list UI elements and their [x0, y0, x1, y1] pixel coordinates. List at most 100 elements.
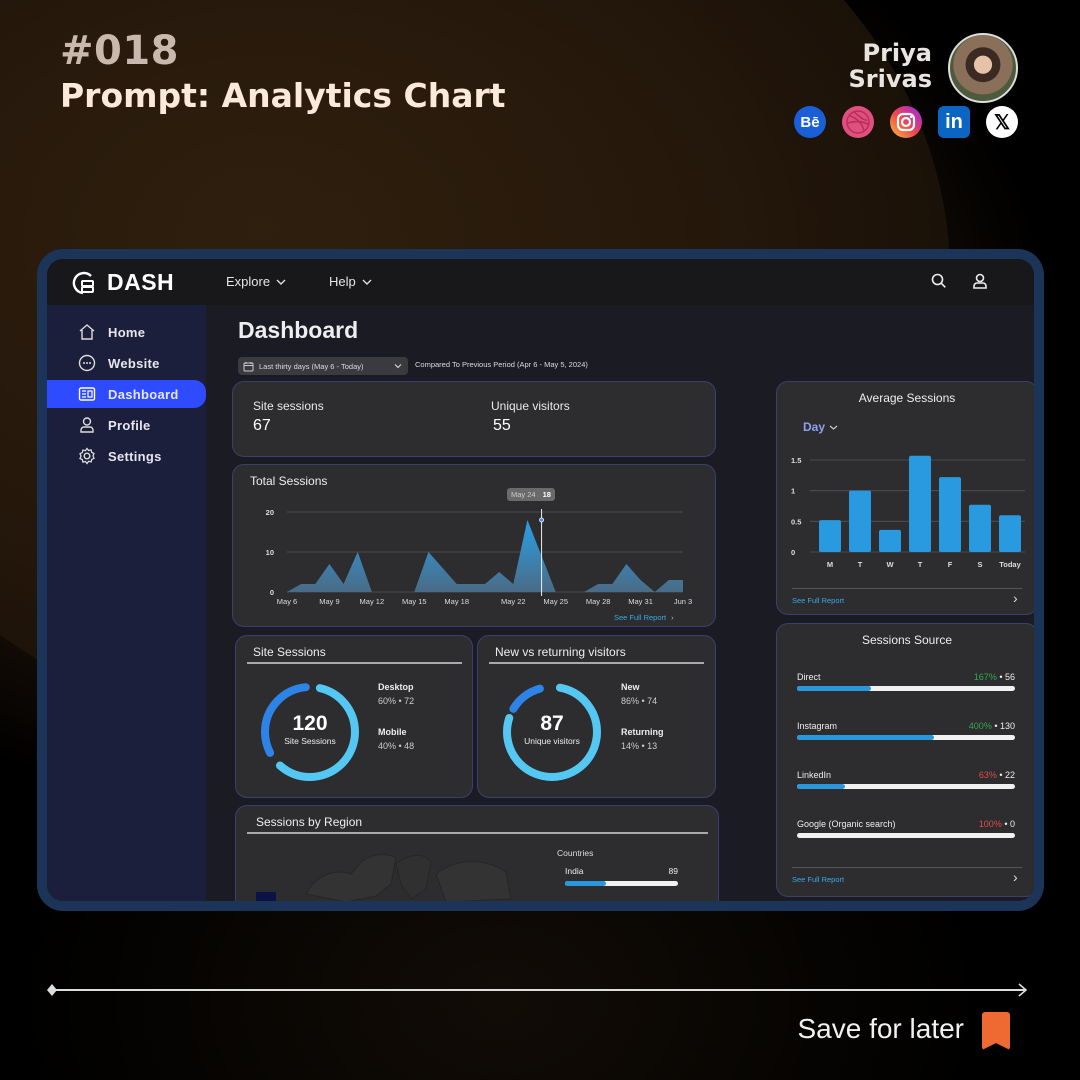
save-for-later-label[interactable]: Save for later: [797, 1013, 964, 1044]
legend-returning: Returning 14% • 13: [621, 727, 664, 751]
svg-text:20: 20: [266, 508, 274, 517]
kpi-label: Site sessions: [253, 399, 324, 413]
home-icon: [79, 324, 95, 340]
svg-text:May 25: May 25: [543, 597, 568, 606]
card-title: New vs returning visitors: [495, 645, 626, 659]
card-title: Site Sessions: [253, 645, 326, 659]
chart-tooltip: May 24 18: [507, 488, 555, 501]
country-name: India: [565, 866, 584, 876]
source-stats: 63% • 22: [978, 770, 1015, 780]
kpi-value: 67: [253, 417, 271, 434]
app-logo[interactable]: DASH: [71, 269, 174, 296]
kpi-card: Site sessions 67 Unique visitors 55: [232, 381, 716, 457]
country-row[interactable]: India 89: [565, 866, 678, 886]
website-icon: [78, 354, 96, 372]
donut-center: 87 Unique visitors: [500, 712, 604, 746]
new-vs-returning-donut[interactable]: [500, 680, 604, 784]
card-title: Average Sessions: [858, 391, 956, 405]
sidebar-item-profile[interactable]: Profile: [47, 411, 206, 439]
nav-help-label: Help: [329, 274, 356, 289]
svg-text:May 9: May 9: [319, 597, 339, 606]
dribbble-icon[interactable]: [842, 106, 874, 138]
linkedin-icon[interactable]: in: [938, 106, 970, 138]
chevron-down-icon: [394, 364, 402, 369]
social-links: Bē in 𝕏: [794, 106, 1018, 138]
nav-explore[interactable]: Explore: [226, 274, 286, 289]
chevron-down-icon: [362, 279, 372, 285]
period-select[interactable]: Day: [803, 420, 838, 434]
svg-text:0: 0: [791, 548, 795, 557]
x-icon[interactable]: 𝕏: [986, 106, 1018, 138]
app-name: DASH: [107, 269, 175, 295]
svg-text:May 15: May 15: [402, 597, 427, 606]
behance-icon[interactable]: Bē: [794, 106, 826, 138]
instagram-icon[interactable]: [890, 106, 922, 138]
source-row[interactable]: LinkedIn 63% • 22: [797, 770, 1015, 789]
post-title: Prompt: Analytics Chart: [60, 76, 506, 115]
sidebar-item-settings[interactable]: Settings: [47, 442, 206, 470]
arrow-right-icon[interactable]: [1016, 982, 1030, 998]
source-bar: [797, 686, 1015, 691]
sessions-source-card: Sessions Source Direct 167% • 56 Instagram…: [776, 623, 1034, 897]
svg-text:May 22: May 22: [501, 597, 526, 606]
search-icon[interactable]: [930, 272, 948, 290]
svg-text:May 31: May 31: [628, 597, 653, 606]
legend-label: Mobile: [378, 727, 407, 737]
card-title: Sessions Source: [861, 633, 953, 647]
source-name: Google (Organic search): [797, 819, 896, 829]
svg-text:1.5: 1.5: [791, 456, 801, 465]
author-first-name: Priya: [862, 39, 933, 67]
nav-help[interactable]: Help: [329, 274, 372, 289]
divider: [247, 662, 462, 664]
page-title: Dashboard: [238, 317, 359, 343]
total-sessions-chart[interactable]: 0 10 20 May 6 May 9 May 12 May 15 May 18 May 22 M…: [233, 465, 717, 628]
sidebar: Home Website Dashboard Profile Settings: [47, 305, 206, 901]
kpi-value: 55: [493, 417, 511, 434]
kpi-site-sessions: Site sessions 67: [253, 399, 324, 435]
svg-text:May 12: May 12: [360, 597, 385, 606]
nav-explore-label: Explore: [226, 274, 271, 289]
link-label: See Full Report: [614, 613, 667, 622]
see-full-report-link[interactable]: See Full Report: [792, 875, 845, 884]
site-sessions-donut[interactable]: [258, 680, 362, 784]
donut-center: 120 Site Sessions: [258, 712, 362, 746]
average-sessions-chart[interactable]: 0 0.5 1 1.5 M T W T F S Today: [777, 382, 1034, 616]
divider: [792, 867, 1022, 868]
see-full-report-link[interactable]: See Full Report: [792, 596, 845, 605]
author-name: Priya Srivas: [849, 40, 932, 92]
sidebar-item-home[interactable]: Home: [47, 318, 206, 346]
main-content: Dashboard Last thirty days (May 6 - Toda…: [206, 305, 1034, 901]
settings-icon: [79, 447, 95, 465]
legend-label: New: [621, 682, 640, 692]
see-full-report-link[interactable]: See Full Report ›: [614, 613, 674, 622]
chevron-down-icon: [829, 425, 838, 430]
svg-text:S: S: [977, 560, 982, 569]
donut-total: 87: [540, 712, 564, 735]
post-number: #018: [60, 28, 180, 74]
sidebar-item-dashboard[interactable]: Dashboard: [47, 380, 206, 408]
chevron-right-icon[interactable]: ›: [1013, 869, 1018, 885]
avatar: [948, 33, 1018, 103]
user-icon[interactable]: [971, 272, 989, 290]
chevron-down-icon: [276, 279, 286, 285]
source-row[interactable]: Direct 167% • 56: [797, 672, 1015, 691]
source-name: LinkedIn: [797, 770, 832, 780]
tooltip-date: May 24: [511, 490, 536, 499]
world-map[interactable]: [256, 844, 516, 901]
period-value: Day: [803, 420, 826, 434]
svg-text:Today: Today: [999, 560, 1021, 569]
source-name: Direct: [797, 672, 821, 682]
source-stats: 167% • 56: [973, 672, 1015, 682]
donut-total: 120: [292, 712, 328, 735]
source-row[interactable]: Instagram 400% • 130: [797, 721, 1015, 740]
date-range-select[interactable]: Last thirty days (May 6 - Today): [238, 357, 408, 375]
chevron-right-icon[interactable]: ›: [1013, 590, 1018, 606]
svg-text:T: T: [918, 560, 923, 569]
svg-text:T: T: [858, 560, 863, 569]
source-row[interactable]: Google (Organic search) 100% • 0: [797, 819, 1015, 838]
sidebar-item-website[interactable]: Website: [47, 349, 206, 377]
average-sessions-card: Average Sessions Day 0 0.5 1 1.5 M T W T F S Today…: [776, 381, 1034, 615]
country-value: 89: [668, 866, 678, 876]
legend-value: 86% • 74: [621, 696, 658, 706]
chevron-right-icon: ›: [671, 613, 674, 622]
